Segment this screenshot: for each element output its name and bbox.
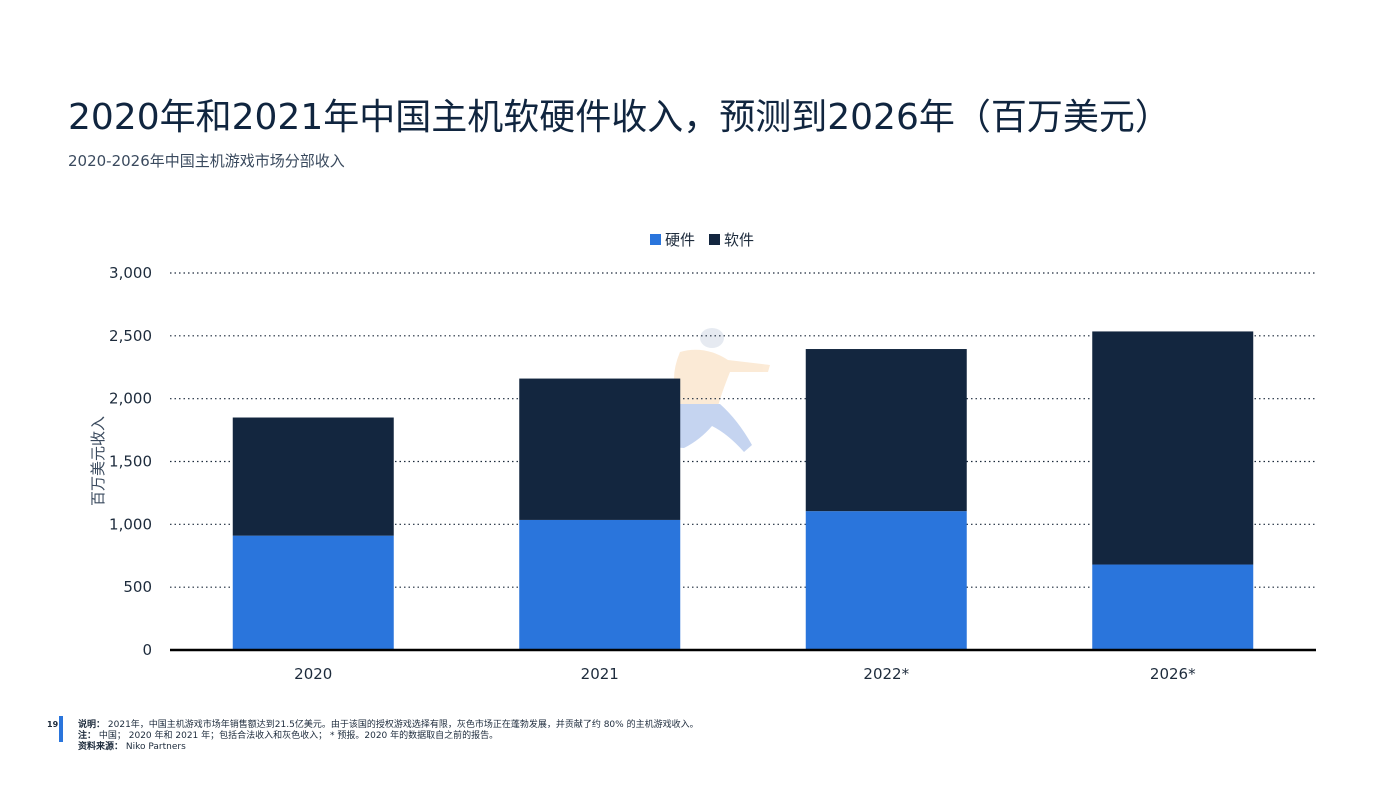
footer-source-line: 资料来源： Niko Partners: [78, 742, 699, 753]
legend-swatch: [709, 234, 720, 245]
y-axis-tick-labels: 0 500 1,000 1,500 2,000 2,500 3,000: [109, 264, 152, 659]
bar-segment-software-3: [1092, 331, 1254, 565]
y-tick-label: 3,000: [109, 264, 152, 282]
footer-note-text: 2021年，中国主机游戏市场年销售额达到21.5亿美元。由于该国的授权游戏选择有…: [107, 720, 699, 730]
footer-source-text: Niko Partners: [125, 742, 186, 752]
footer-note-label: 说明：: [78, 720, 106, 730]
x-axis-tick-labels: 2020 2021 2022* 2026*: [294, 665, 1196, 683]
legend-label: 硬件: [665, 231, 695, 249]
chart-bars: [232, 331, 1254, 650]
y-tick-label: 0: [142, 641, 152, 659]
footer-remark-text: 中国； 2020 年和 2021 年；包括合法收入和灰色收入； * 预报。202…: [98, 731, 499, 741]
bar-segment-hardware-2: [805, 511, 967, 650]
bar-segment-software-1: [519, 378, 681, 520]
bar-segment-hardware-3: [1092, 564, 1254, 650]
legend-label: 软件: [724, 231, 754, 249]
page-title: 2020年和2021年中国主机软硬件收入，预测到2026年（百万美元）: [68, 97, 1171, 138]
y-tick-label: 2,000: [109, 390, 152, 408]
y-axis-label: 百万美元收入: [89, 416, 107, 506]
x-tick-label: 2022*: [863, 665, 909, 683]
chart-legend: 硬件 软件: [650, 231, 754, 249]
footer-remark-label: 注：: [78, 731, 97, 741]
page-subtitle: 2020-2026年中国主机游戏市场分部收入: [68, 152, 345, 170]
bar-segment-software-2: [805, 349, 967, 512]
footer-notes: 说明： 2021年，中国主机游戏市场年销售额达到21.5亿美元。由于该国的授权游…: [78, 720, 699, 753]
bar-segment-software-0: [232, 417, 394, 536]
footer-accent-bar: [59, 716, 63, 742]
y-tick-label: 1,000: [109, 515, 152, 533]
bar-segment-hardware-0: [232, 535, 394, 650]
footer-source-label: 资料来源：: [78, 742, 124, 752]
bar-segment-hardware-1: [519, 519, 681, 650]
footer-remark-line: 注： 中国； 2020 年和 2021 年；包括合法收入和灰色收入； * 预报。…: [78, 731, 699, 742]
legend-swatch: [650, 234, 661, 245]
y-tick-label: 2,500: [109, 327, 152, 345]
x-tick-label: 2026*: [1150, 665, 1196, 683]
y-tick-label: 500: [123, 578, 152, 596]
x-tick-label: 2020: [294, 665, 332, 683]
footer-note-line: 说明： 2021年，中国主机游戏市场年销售额达到21.5亿美元。由于该国的授权游…: [78, 720, 699, 731]
page-number: 19: [47, 720, 59, 729]
y-tick-label: 1,500: [109, 453, 152, 471]
x-tick-label: 2021: [581, 665, 619, 683]
